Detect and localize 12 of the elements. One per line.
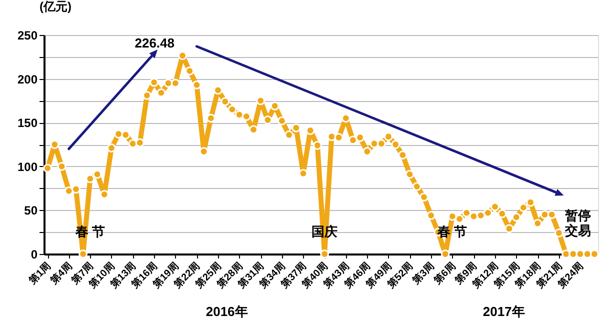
y-tick-label: 200	[17, 72, 38, 86]
annotation: 暂停交易	[564, 208, 591, 238]
annotation: 春 节	[436, 224, 468, 240]
data-label: 226.48	[134, 36, 174, 51]
y-tick-label: 50	[24, 204, 38, 218]
y-tick-label: 150	[17, 116, 38, 130]
y-tick-label: 250	[17, 28, 38, 42]
y-axis-title: (亿元)	[40, 0, 72, 14]
text: 2016年	[206, 304, 248, 319]
text: 2017年	[482, 304, 525, 319]
y-tick-label: 100	[17, 160, 38, 174]
y-tick-label: 0	[30, 248, 38, 262]
